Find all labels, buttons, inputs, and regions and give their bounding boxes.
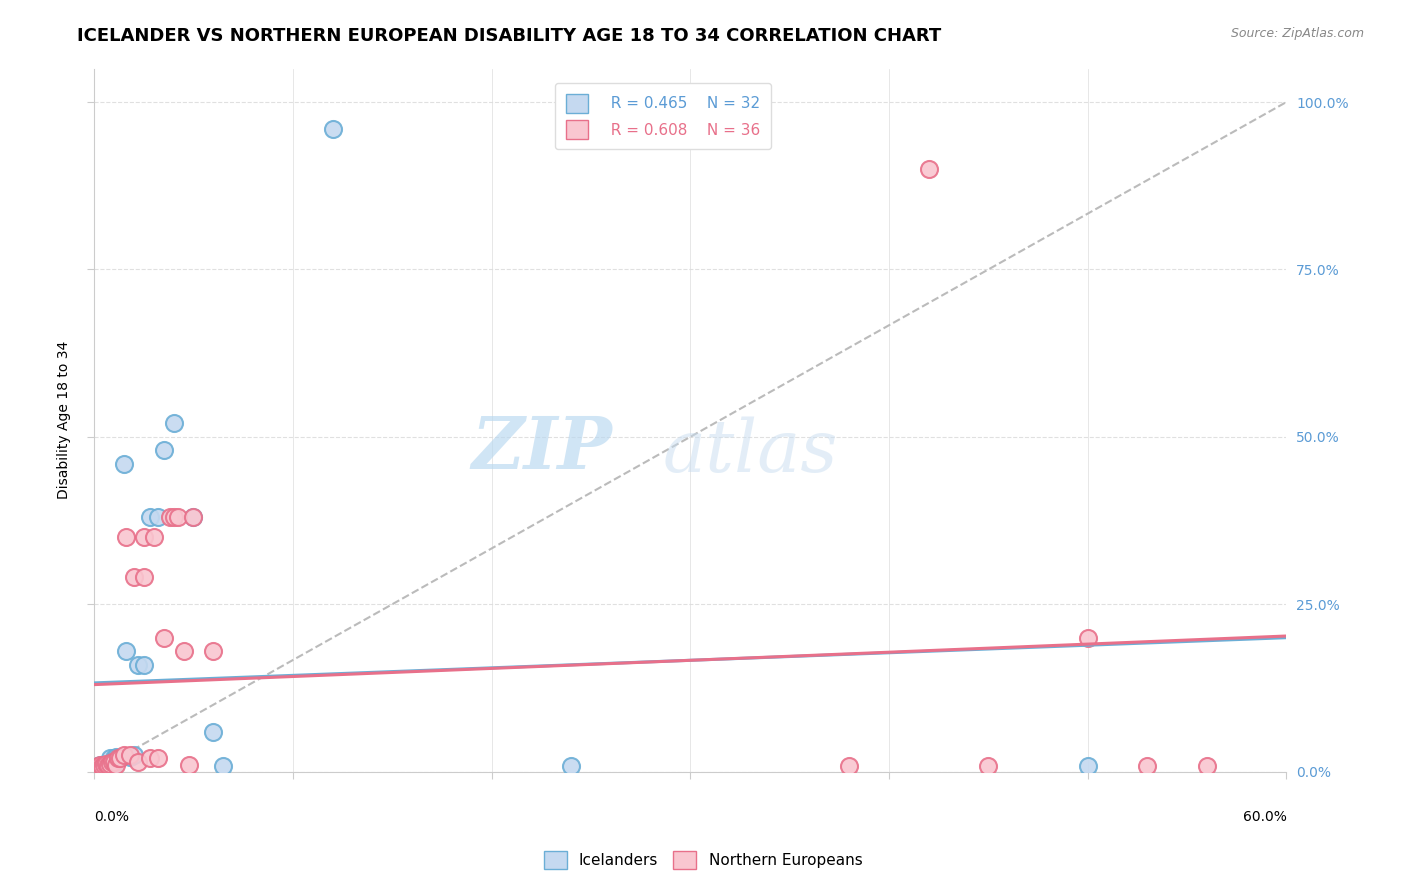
Point <box>93 758 115 772</box>
Point <box>142 530 165 544</box>
Point <box>183 510 205 524</box>
Point <box>112 457 135 471</box>
Point <box>97 758 120 772</box>
Point <box>103 755 125 769</box>
Point <box>1077 759 1099 773</box>
Point <box>1195 759 1218 773</box>
Text: ZIP: ZIP <box>472 413 613 483</box>
Point <box>127 657 149 672</box>
Point <box>87 759 110 773</box>
Point <box>93 758 115 772</box>
Point <box>101 755 124 769</box>
Point <box>127 755 149 769</box>
Point <box>202 724 225 739</box>
Point <box>159 510 181 524</box>
Point <box>103 758 125 772</box>
Point <box>89 758 111 772</box>
Point <box>166 510 188 524</box>
Point <box>101 758 124 772</box>
Point <box>212 759 235 773</box>
Point <box>94 758 117 772</box>
Point <box>202 644 225 658</box>
Point <box>98 756 121 771</box>
Point <box>107 751 129 765</box>
Point <box>162 510 184 524</box>
Point <box>91 759 114 773</box>
Point <box>122 747 145 762</box>
Point <box>173 644 195 658</box>
Point <box>98 756 121 771</box>
Point <box>98 751 121 765</box>
Point <box>112 747 135 762</box>
Point <box>1136 759 1159 773</box>
Point <box>89 758 111 772</box>
Point <box>162 417 184 431</box>
Legend: Icelanders, Northern Europeans: Icelanders, Northern Europeans <box>537 845 869 875</box>
Point <box>118 747 141 762</box>
Point <box>107 751 129 765</box>
Point <box>132 570 155 584</box>
Text: 0.0%: 0.0% <box>94 810 129 824</box>
Point <box>108 751 131 765</box>
Point <box>152 443 174 458</box>
Point <box>94 756 117 771</box>
Point <box>93 759 115 773</box>
Point <box>146 751 169 765</box>
Point <box>977 759 1000 773</box>
Point <box>91 759 114 773</box>
Point <box>118 750 141 764</box>
Point <box>183 510 205 524</box>
Point <box>104 758 127 772</box>
Point <box>87 759 110 773</box>
Point <box>115 644 138 658</box>
Point <box>115 530 138 544</box>
Point <box>322 121 344 136</box>
Point <box>108 751 131 765</box>
Point <box>179 758 201 772</box>
Legend:   R = 0.465    N = 32,   R = 0.608    N = 36: R = 0.465 N = 32, R = 0.608 N = 36 <box>555 83 770 150</box>
Text: Source: ZipAtlas.com: Source: ZipAtlas.com <box>1230 27 1364 40</box>
Point <box>103 751 125 765</box>
Point <box>918 161 941 176</box>
Point <box>838 759 860 773</box>
Point <box>1077 631 1099 645</box>
Text: atlas: atlas <box>662 417 838 487</box>
Point <box>146 510 169 524</box>
Point <box>152 631 174 645</box>
Point <box>122 570 145 584</box>
Point <box>97 758 120 772</box>
Point <box>132 530 155 544</box>
Point <box>104 750 127 764</box>
Point <box>132 657 155 672</box>
Y-axis label: Disability Age 18 to 34: Disability Age 18 to 34 <box>58 341 72 500</box>
Point <box>94 756 117 771</box>
Point <box>560 759 582 773</box>
Text: ICELANDER VS NORTHERN EUROPEAN DISABILITY AGE 18 TO 34 CORRELATION CHART: ICELANDER VS NORTHERN EUROPEAN DISABILIT… <box>77 27 942 45</box>
Point <box>139 510 162 524</box>
Point <box>139 751 162 765</box>
Text: 60.0%: 60.0% <box>1243 810 1286 824</box>
